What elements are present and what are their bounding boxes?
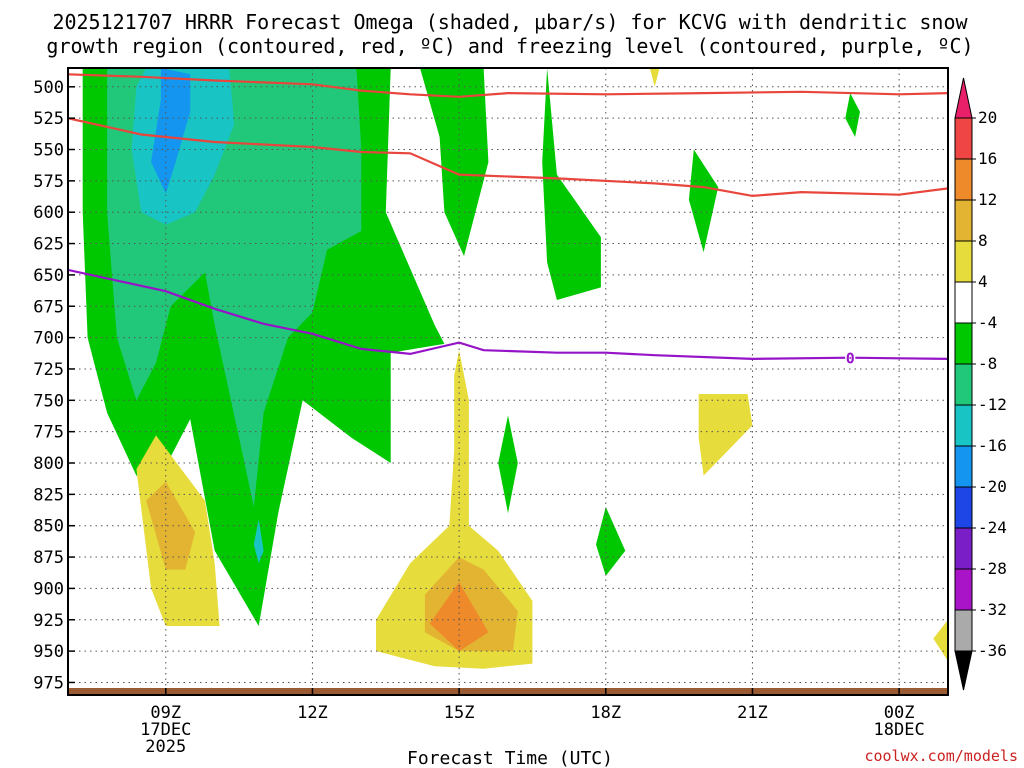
colorbar-label-6: -8 <box>978 354 997 373</box>
colorbar-label-7: -12 <box>978 395 1007 414</box>
colorbar-block-11 <box>954 568 973 611</box>
x-tick-label-9-1: 17DEC <box>140 720 191 740</box>
omega-region-5 <box>498 415 518 514</box>
plot-frame <box>67 67 949 696</box>
colorbar-block-8 <box>954 445 973 488</box>
x-tick-label-9-0: 09Z <box>150 703 181 723</box>
colorbar-label-0: 20 <box>978 108 997 127</box>
y-tick-label-750: 750 <box>33 391 64 411</box>
colorbar-label-9: -20 <box>978 477 1007 496</box>
colorbar-block-0 <box>954 117 973 160</box>
y-tick-label-825: 825 <box>33 485 64 505</box>
colorbar-block-12 <box>954 609 973 652</box>
y-tick-label-975: 975 <box>33 673 64 693</box>
contour-line-1 <box>68 117 948 198</box>
y-tick-label-550: 550 <box>33 141 64 161</box>
omega-region-2 <box>542 68 601 300</box>
chart-title-line-2: growth region (contoured, red, ºC) and f… <box>46 34 973 58</box>
y-tick-label-500: 500 <box>33 78 64 98</box>
x-axis-label: Forecast Time (UTC) <box>407 748 613 768</box>
y-tick-label-650: 650 <box>33 266 64 286</box>
colorbar-arrow-top <box>954 77 973 119</box>
y-tick-label-925: 925 <box>33 611 64 631</box>
colorbar-block-6 <box>954 363 973 406</box>
chart-title-line-1: 2025121707 HRRR Forecast Omega (shaded, … <box>52 10 968 34</box>
colorbar-block-9 <box>954 486 973 529</box>
colorbar: 20 16 12 8 4 -4 -8 -12 -16 -20 -24 -28 -32 -36 <box>954 77 1007 691</box>
y-tick-label-725: 725 <box>33 360 64 380</box>
contour-line-0 <box>68 73 948 98</box>
colorbar-label-3: 8 <box>978 231 988 250</box>
omega-region-15 <box>649 68 660 87</box>
colorbar-label-10: -24 <box>978 518 1007 537</box>
omega-region-4 <box>845 93 860 137</box>
y-tick-label-950: 950 <box>33 642 64 662</box>
x-tick-label-18-0: 18Z <box>590 703 621 723</box>
y-tick-label-775: 775 <box>33 423 64 443</box>
x-tick-label-15-0: 15Z <box>444 703 475 723</box>
y-tick-label-900: 900 <box>33 579 64 599</box>
omega-region-10 <box>151 68 191 194</box>
grid-lines <box>68 68 948 695</box>
contour-lines: 0 <box>68 73 948 369</box>
y-tick-label-850: 850 <box>33 517 64 537</box>
colorbar-label-13: -36 <box>978 641 1007 660</box>
colorbar-block-3 <box>954 240 973 283</box>
colorbar-label-5: -4 <box>978 313 997 332</box>
omega-shading <box>82 68 948 669</box>
colorbar-block-7 <box>954 404 973 447</box>
colorbar-block-5 <box>954 322 973 365</box>
omega-region-8 <box>131 68 235 225</box>
colorbar-block-10 <box>954 527 973 570</box>
omega-region-9 <box>253 519 264 564</box>
omega-region-13 <box>698 394 753 476</box>
ground-strip <box>68 688 948 694</box>
colorbar-block-4 <box>954 281 973 324</box>
colorbar-block-1 <box>954 158 973 201</box>
colorbar-arrow-bottom <box>954 650 973 691</box>
colorbar-label-11: -28 <box>978 559 1007 578</box>
x-tick-label-12-0: 12Z <box>297 703 328 723</box>
y-tick-label-675: 675 <box>33 297 64 317</box>
omega-region-18 <box>429 582 489 652</box>
colorbar-label-12: -32 <box>978 600 1007 619</box>
colorbar-block-2 <box>954 199 973 242</box>
y-tick-label-875: 875 <box>33 548 64 568</box>
x-tick-label-21-0: 21Z <box>737 703 768 723</box>
y-tick-label-525: 525 <box>33 109 64 129</box>
contour-label: 0 <box>846 350 855 368</box>
y-tick-label-575: 575 <box>33 172 64 192</box>
colorbar-label-2: 12 <box>978 190 997 209</box>
y-axis: 500 525 550 575 600 625 650 675 700 725 750 775 800 8… <box>33 78 75 693</box>
x-tick-label-9-2: 2025 <box>145 737 186 757</box>
x-tick-label-24-0: 00Z <box>884 703 915 723</box>
colorbar-label-4: 4 <box>978 272 988 291</box>
omega-region-16 <box>146 481 196 570</box>
omega-region-1 <box>420 68 489 257</box>
x-tick-label-24-1: 18DEC <box>874 720 925 740</box>
y-tick-label-700: 700 <box>33 329 64 349</box>
credit-link[interactable]: coolwx.com/models <box>864 747 1018 765</box>
omega-region-14 <box>933 619 948 662</box>
omega-region-6 <box>596 506 626 576</box>
colorbar-label-1: 16 <box>978 149 997 168</box>
omega-region-3 <box>688 149 719 253</box>
colorbar-label-8: -16 <box>978 436 1007 455</box>
y-tick-label-625: 625 <box>33 235 64 255</box>
y-tick-label-800: 800 <box>33 454 64 474</box>
contour-line-2 <box>68 268 948 361</box>
y-tick-label-600: 600 <box>33 203 64 223</box>
